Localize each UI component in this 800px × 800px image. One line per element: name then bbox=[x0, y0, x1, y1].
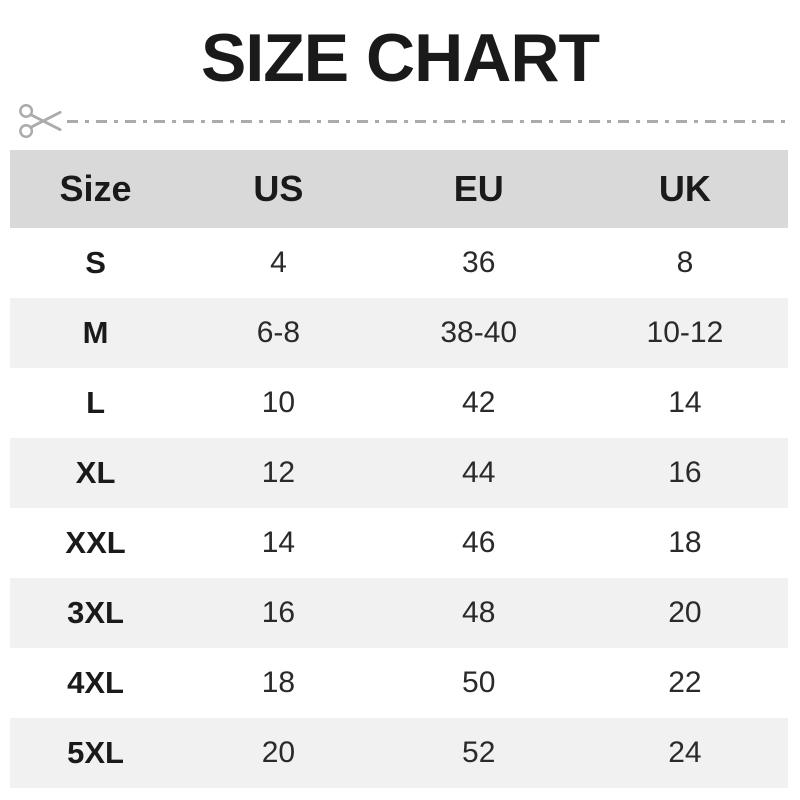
cell-eu: 38-40 bbox=[440, 316, 518, 349]
header-row: Size US EU UK bbox=[10, 150, 788, 228]
cell-size: 4XL bbox=[67, 665, 124, 700]
cell-eu: 46 bbox=[462, 526, 496, 559]
cell-eu: 36 bbox=[462, 246, 496, 279]
table-row: S 4 36 8 bbox=[10, 228, 788, 298]
cell-size: XL bbox=[75, 455, 116, 490]
cell-size: XXL bbox=[65, 525, 126, 560]
cell-uk: 20 bbox=[668, 596, 702, 629]
cell-us: 18 bbox=[261, 666, 296, 699]
dashed-cut-rule bbox=[67, 119, 786, 123]
cell-uk: 16 bbox=[668, 456, 702, 489]
cell-uk: 22 bbox=[668, 666, 702, 699]
table-row: M 6-8 38-40 10-12 bbox=[10, 298, 788, 368]
cell-us: 4 bbox=[270, 246, 287, 279]
cell-us: 16 bbox=[261, 596, 296, 629]
table-row: XXL 14 46 18 bbox=[10, 508, 788, 578]
cell-us: 14 bbox=[261, 526, 296, 559]
table-row: 4XL 18 50 22 bbox=[10, 648, 788, 718]
cell-size: 5XL bbox=[67, 735, 124, 770]
table-row: 3XL 16 48 20 bbox=[10, 578, 788, 648]
cell-uk: 18 bbox=[668, 526, 702, 559]
column-header-us: US bbox=[253, 168, 304, 209]
cell-us: 20 bbox=[261, 736, 296, 769]
column-header-eu: EU bbox=[453, 168, 504, 209]
scissors-icon bbox=[19, 103, 62, 139]
page-title: SIZE CHART bbox=[201, 20, 600, 96]
cell-eu: 50 bbox=[462, 666, 496, 699]
cell-eu: 42 bbox=[462, 386, 496, 419]
cell-size: 3XL bbox=[67, 595, 124, 630]
table-row: L 10 42 14 bbox=[10, 368, 788, 438]
cell-uk: 24 bbox=[668, 736, 702, 769]
cell-eu: 52 bbox=[462, 736, 496, 769]
cell-size: S bbox=[85, 245, 106, 280]
column-header-size: Size bbox=[59, 168, 132, 209]
cell-us: 10 bbox=[261, 386, 296, 419]
cell-us: 12 bbox=[261, 456, 296, 489]
cell-uk: 8 bbox=[676, 246, 694, 279]
size-chart-table: Size US EU UK S 4 36 8 M 6-8 38-40 10-12… bbox=[10, 150, 788, 788]
cell-uk: 14 bbox=[668, 386, 702, 419]
table-row: XL 12 44 16 bbox=[10, 438, 788, 508]
cell-size: M bbox=[82, 315, 109, 350]
cell-us: 6-8 bbox=[256, 316, 301, 349]
cell-eu: 44 bbox=[462, 456, 496, 489]
table-row: 5XL 20 52 24 bbox=[10, 718, 788, 788]
cell-size: L bbox=[86, 385, 106, 420]
cut-line bbox=[16, 98, 786, 144]
column-header-uk: UK bbox=[658, 168, 711, 209]
cell-eu: 48 bbox=[462, 596, 496, 629]
cell-uk: 10-12 bbox=[646, 316, 724, 349]
